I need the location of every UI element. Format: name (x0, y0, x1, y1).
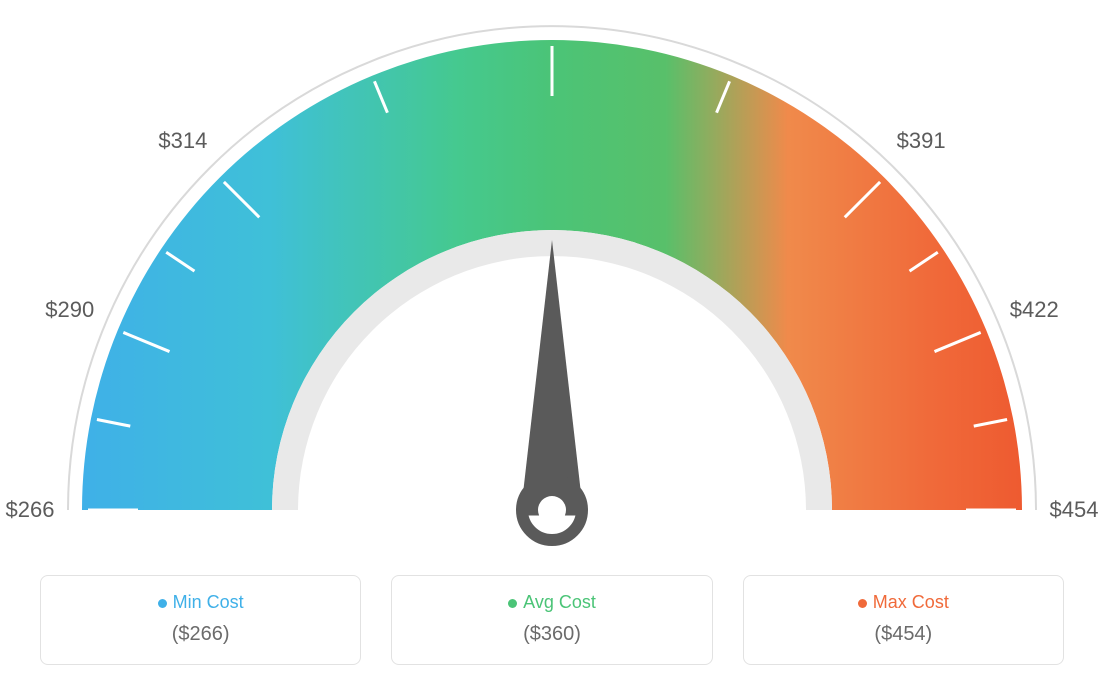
gauge-tick-label: $360 (528, 0, 577, 1)
gauge-tick-label: $314 (158, 128, 207, 154)
legend-value: ($266) (51, 623, 350, 646)
dot-icon (158, 599, 167, 608)
gauge-tick-label: $422 (1010, 297, 1059, 323)
legend-title-max: Max Cost (754, 592, 1053, 613)
legend-title-avg: Avg Cost (402, 592, 701, 613)
gauge-tick-label: $454 (1050, 497, 1099, 523)
legend-card-avg: Avg Cost ($360) (391, 575, 712, 665)
legend-label: Avg Cost (523, 592, 596, 612)
legend-label: Min Cost (173, 592, 244, 612)
gauge-tick-label: $266 (6, 497, 55, 523)
gauge-tick-label: $290 (45, 297, 94, 323)
gauge-svg (0, 0, 1104, 565)
legend-card-min: Min Cost ($266) (40, 575, 361, 665)
dot-icon (508, 599, 517, 608)
legend-value: ($360) (402, 623, 701, 646)
dot-icon (858, 599, 867, 608)
legend-title-min: Min Cost (51, 592, 350, 613)
legend-label: Max Cost (873, 592, 949, 612)
legend-row: Min Cost ($266) Avg Cost ($360) Max Cost… (0, 575, 1104, 665)
gauge-tick-label: $391 (897, 128, 946, 154)
gauge-chart: $266 $290 $314 $360 $391 $422 $454 (0, 0, 1104, 565)
legend-value: ($454) (754, 623, 1053, 646)
legend-card-max: Max Cost ($454) (743, 575, 1064, 665)
